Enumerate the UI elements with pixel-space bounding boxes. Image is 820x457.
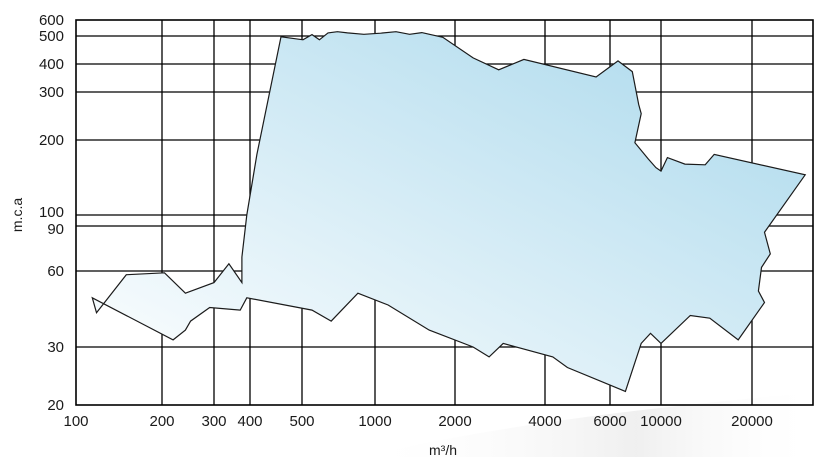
y-tick-label: 60: [47, 263, 64, 280]
x-tick-label: 300: [201, 413, 226, 430]
x-axis-label: m³/h: [429, 442, 457, 457]
x-tick-label: 200: [149, 413, 174, 430]
y-tick-label: 500: [39, 28, 64, 45]
x-tick-label: 20000: [731, 413, 773, 430]
y-axis-label: m.c.a: [9, 198, 25, 232]
x-tick-label: 6000: [593, 413, 626, 430]
x-tick-label: 400: [237, 413, 262, 430]
plot-frame: [75, 19, 814, 406]
y-tick-label: 200: [39, 132, 64, 149]
y-tick-label: 30: [47, 339, 64, 356]
x-tick-label: 4000: [528, 413, 561, 430]
y-tick-label: 400: [39, 56, 64, 73]
y-tick-label: 100: [39, 204, 64, 221]
y-tick-label: 300: [39, 84, 64, 101]
y-tick-label: 90: [47, 221, 64, 238]
x-tick-labels: 100 200 300 400 500 1000 2000 4000 6000 10000 2000…: [63, 413, 772, 430]
y-tick-label: 600: [39, 12, 64, 29]
x-tick-label: 500: [289, 413, 314, 430]
x-tick-label: 10000: [640, 413, 682, 430]
x-tick-label: 2000: [438, 413, 471, 430]
operating-region: [91, 31, 807, 393]
x-tick-label: 100: [63, 413, 88, 430]
y-tick-label: 20: [47, 397, 64, 414]
background-swoosh: [360, 392, 820, 457]
x-tick-label: 1000: [358, 413, 391, 430]
